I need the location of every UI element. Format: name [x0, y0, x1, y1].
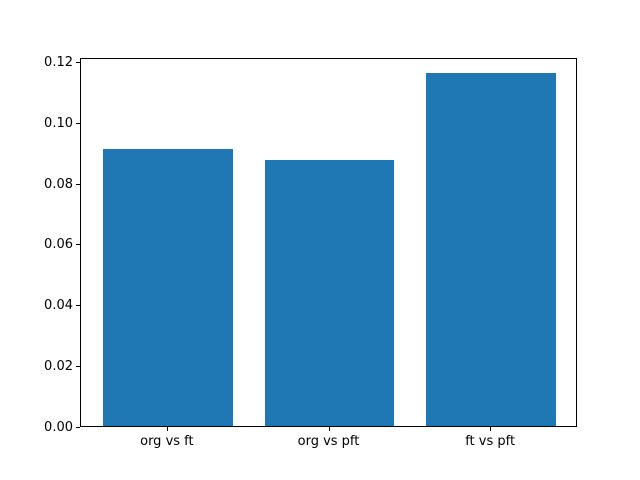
x-tick-label: org vs ft — [140, 434, 194, 449]
x-tick-label: org vs pft — [297, 434, 360, 449]
y-tick-mark — [76, 305, 80, 307]
y-tick-label: 0.04 — [44, 298, 73, 314]
y-tick-label: 0.12 — [44, 54, 73, 70]
y-tick-label: 0.10 — [44, 115, 73, 131]
x-tick-mark — [166, 427, 168, 431]
y-tick-label: 0.02 — [44, 359, 73, 375]
plot-area — [80, 58, 577, 427]
y-tick-label: 0.08 — [44, 176, 73, 192]
bar-org-vs-pft — [264, 159, 395, 426]
y-tick-mark — [76, 244, 80, 246]
x-tick-mark — [490, 427, 492, 431]
bar-org-vs-ft — [103, 148, 233, 426]
y-tick-label: 0.06 — [44, 237, 73, 253]
y-tick-mark — [76, 366, 80, 368]
x-tick-mark — [328, 427, 330, 431]
y-tick-mark — [76, 427, 80, 428]
y-tick-mark — [76, 122, 80, 124]
x-tick-label: ft vs pft — [465, 434, 516, 449]
y-tick-mark — [76, 183, 80, 185]
y-tick-mark — [76, 61, 80, 63]
bar-ft-vs-pft — [426, 73, 556, 426]
y-tick-label: 0.00 — [44, 420, 73, 435]
